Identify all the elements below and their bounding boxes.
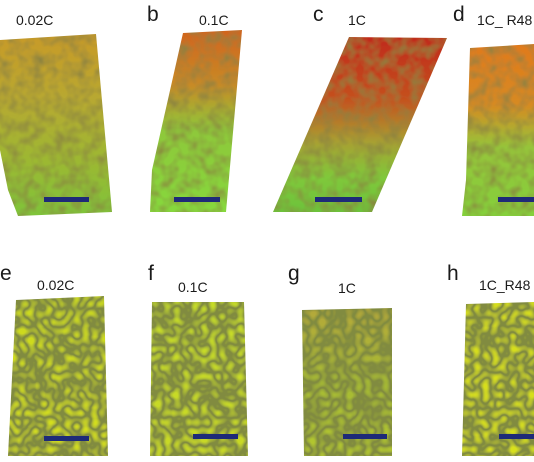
- scale-bar-g: [343, 434, 387, 439]
- panel-e-letter: e: [0, 262, 12, 285]
- panel-g-letter: g: [288, 262, 300, 285]
- panel-d-image: [462, 44, 534, 216]
- scale-bar-e: [44, 436, 89, 441]
- panel-f-letter: f: [148, 262, 154, 285]
- panel-a-caption: 0.02C: [16, 12, 54, 28]
- panel-h-caption: 1C_R48: [479, 277, 531, 293]
- panel-f-caption: 0.1C: [178, 279, 208, 295]
- scale-bar-h: [499, 434, 534, 439]
- panel-c-letter: c: [313, 3, 324, 26]
- scale-bar-b: [174, 197, 220, 202]
- panel-g-caption: 1C: [338, 280, 356, 296]
- scale-bar-a: [44, 197, 89, 202]
- panel-a-image: [0, 34, 112, 216]
- panel-d-caption: 1C_ R48: [477, 12, 533, 28]
- panel-e-image: [8, 296, 108, 456]
- panel-g-image: [302, 308, 392, 456]
- panel-d-letter: d: [453, 3, 465, 26]
- panel-e-caption: 0.02C: [37, 277, 75, 293]
- panel-c-image: [273, 37, 447, 212]
- panel-h-letter: h: [447, 262, 459, 285]
- panel-b-letter: b: [147, 3, 159, 26]
- panel-b-caption: 0.1C: [199, 12, 229, 28]
- scale-bar-d: [498, 197, 534, 202]
- scale-bar-f: [193, 434, 238, 439]
- panel-h-image: [462, 302, 534, 456]
- scale-bar-c: [315, 197, 362, 202]
- panel-b-image: [150, 30, 242, 212]
- panel-c-caption: 1C: [348, 12, 366, 28]
- scale-bars: [44, 197, 534, 441]
- panel-f-image: [150, 302, 248, 456]
